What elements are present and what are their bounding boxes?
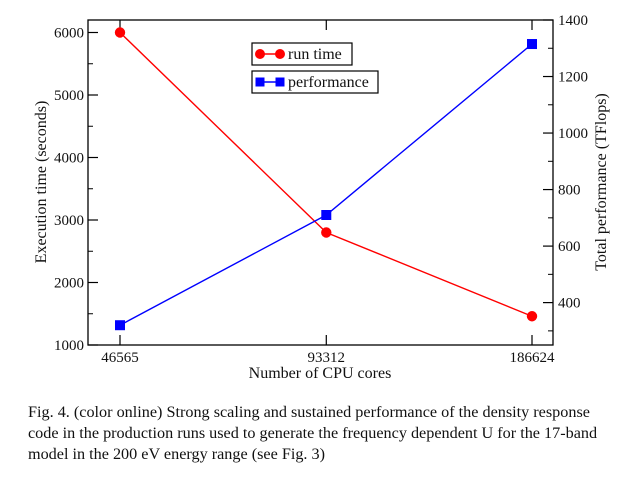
plot-frame: [87, 19, 554, 346]
legend-marker-circle: [255, 49, 265, 59]
legend-label: run time: [288, 46, 342, 63]
y-axis-label-right: Total performance (TFlops): [593, 93, 610, 270]
right-tick-label: 1000: [558, 126, 588, 142]
left-tick-label: 2000: [54, 276, 84, 292]
legend-entry: performance: [251, 70, 379, 94]
left-tick-label: 4000: [54, 151, 84, 167]
right-tick-label: 600: [558, 239, 581, 255]
legend-box: [251, 42, 353, 66]
legend-entry: run time: [251, 42, 353, 66]
x-axis-label: Number of CPU cores: [249, 365, 392, 382]
right-tick-label: 1400: [558, 13, 588, 29]
x-tick-label: 186624: [510, 350, 556, 366]
performance-point: [115, 320, 125, 331]
legend-label: performance: [288, 74, 369, 91]
x-tick-label: 93312: [308, 350, 346, 366]
left-tick-label: 5000: [54, 88, 84, 104]
series-layer: [114, 27, 538, 331]
y-axis-label-left: Execution time (seconds): [33, 101, 50, 264]
right-tick-label: 400: [558, 296, 581, 312]
figure-caption: Fig. 4. (color online) Strong scaling an…: [28, 403, 598, 463]
performance-point: [527, 39, 537, 50]
right-axis-ticks: 400 600 800 1000 1200 1400: [543, 13, 588, 332]
legend-marker-square: [255, 77, 265, 87]
right-tick-label: 1200: [558, 70, 588, 86]
x-tick-label: 46565: [101, 350, 139, 366]
left-tick-label: 1000: [54, 338, 84, 354]
performance-point: [321, 210, 332, 220]
run-time-point: [526, 311, 538, 322]
run-time-point: [114, 27, 126, 38]
chart: 1000 2000 3000 4000 5000 6000 400 600 800 1000 12…: [33, 13, 610, 382]
left-tick-label: 6000: [54, 26, 84, 42]
legend-marker-circle: [275, 49, 285, 59]
left-axis-ticks: 1000 2000 3000 4000 5000 6000: [54, 26, 98, 354]
x-axis-ticks: 46565 93312 186624: [101, 20, 555, 366]
left-tick-label: 3000: [54, 213, 84, 229]
legend-box: [251, 70, 379, 94]
legend: run time performance: [251, 42, 379, 94]
legend-marker-square: [275, 77, 285, 87]
run-time-point: [321, 227, 332, 238]
right-tick-label: 800: [558, 183, 581, 199]
